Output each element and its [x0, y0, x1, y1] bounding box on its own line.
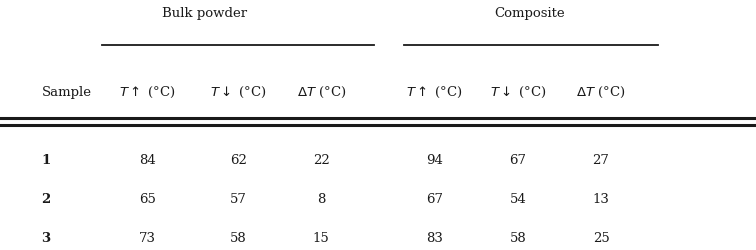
Text: 65: 65 — [139, 192, 156, 205]
Text: 15: 15 — [313, 231, 330, 244]
Text: $\Delta T$ (°C): $\Delta T$ (°C) — [296, 85, 346, 100]
Text: 1: 1 — [42, 154, 51, 166]
Text: $T$$\downarrow$ (°C): $T$$\downarrow$ (°C) — [210, 85, 266, 100]
Text: 2: 2 — [42, 192, 51, 205]
Text: $T$$\uparrow$ (°C): $T$$\uparrow$ (°C) — [119, 85, 175, 100]
Text: 22: 22 — [313, 154, 330, 166]
Text: 94: 94 — [426, 154, 443, 166]
Text: 25: 25 — [593, 231, 609, 244]
Text: 67: 67 — [426, 192, 443, 205]
Text: 57: 57 — [230, 192, 246, 205]
Text: 54: 54 — [510, 192, 526, 205]
Text: 58: 58 — [230, 231, 246, 244]
Text: 58: 58 — [510, 231, 526, 244]
Text: 3: 3 — [42, 231, 51, 244]
Text: Composite: Composite — [494, 7, 565, 20]
Text: 67: 67 — [510, 154, 526, 166]
Text: 62: 62 — [230, 154, 246, 166]
Text: Bulk powder: Bulk powder — [162, 7, 246, 20]
Text: 73: 73 — [139, 231, 156, 244]
Text: $T$$\downarrow$ (°C): $T$$\downarrow$ (°C) — [490, 85, 546, 100]
Text: 84: 84 — [139, 154, 156, 166]
Text: 83: 83 — [426, 231, 443, 244]
Text: 8: 8 — [317, 192, 326, 205]
Text: 13: 13 — [593, 192, 609, 205]
Text: $\Delta T$ (°C): $\Delta T$ (°C) — [576, 85, 626, 100]
Text: $T$$\uparrow$ (°C): $T$$\uparrow$ (°C) — [407, 85, 463, 100]
Text: 27: 27 — [593, 154, 609, 166]
Text: Sample: Sample — [42, 86, 91, 99]
